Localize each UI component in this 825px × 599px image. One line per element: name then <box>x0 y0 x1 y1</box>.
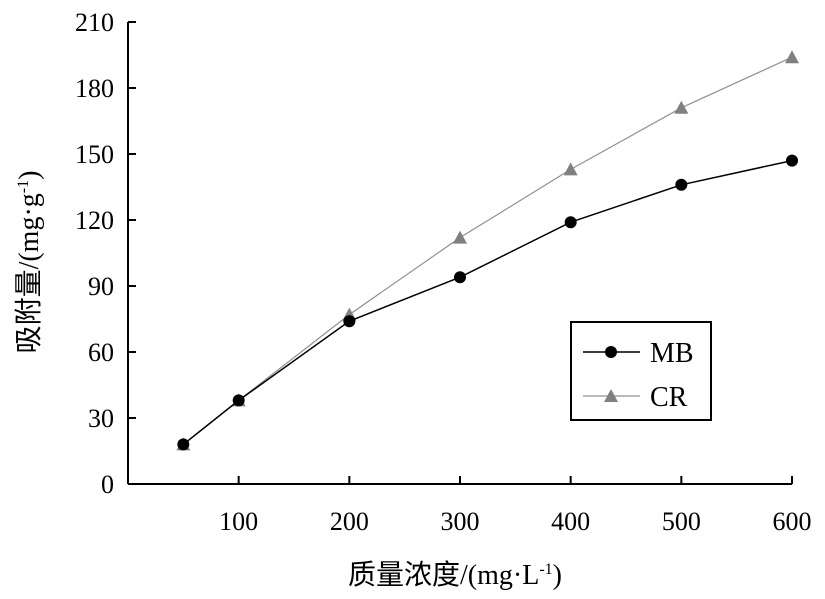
x-tick-label: 300 <box>441 507 480 536</box>
data-point-mb <box>786 154 798 167</box>
series-layer <box>176 50 799 451</box>
legend-box <box>570 321 712 421</box>
y-tick-label: 90 <box>88 272 114 301</box>
y-tick-label: 150 <box>75 140 114 169</box>
data-point-mb <box>454 271 466 284</box>
y-tick-label: 0 <box>101 470 114 499</box>
data-point-cr <box>674 100 689 114</box>
y-tick-label: 120 <box>75 206 114 235</box>
data-point-cr <box>453 230 467 244</box>
data-point-cr <box>563 162 578 176</box>
x-tick-label: 100 <box>219 507 258 536</box>
x-axis-title: 质量浓度/(mg·L-1) <box>348 559 562 591</box>
data-point-mb <box>564 216 577 229</box>
data-point-mb <box>343 315 356 328</box>
legend: MB CR <box>570 321 712 421</box>
legend-label-mb: MB <box>650 338 694 369</box>
data-point-cr <box>785 50 799 64</box>
legend-marker-mb <box>605 346 617 358</box>
y-axis-title-close: ) <box>14 171 45 180</box>
x-tick-label: 400 <box>551 507 590 536</box>
y-axis-title-main: 吸附量/(mg·g <box>13 193 45 353</box>
legend-marker-cr <box>604 389 618 402</box>
y-axis-title-sup: -1 <box>15 180 32 193</box>
x-tick-label: 500 <box>662 507 701 536</box>
x-tick-label: 200 <box>330 507 369 536</box>
y-tick-label: 210 <box>75 8 114 37</box>
legend-label-cr: CR <box>650 382 688 413</box>
x-axis-title-sup: -1 <box>539 561 552 578</box>
y-tick-label: 180 <box>75 74 114 103</box>
x-axis-title-main: 质量浓度/(mg·L <box>348 559 539 591</box>
data-point-mb <box>675 178 688 191</box>
data-point-mb <box>177 438 190 451</box>
y-tick-label: 30 <box>88 404 114 433</box>
y-tick-label: 60 <box>88 338 114 367</box>
y-axis-title: 吸附量/(mg·g-1) <box>13 171 45 354</box>
x-tick-label: 600 <box>773 507 812 536</box>
data-point-mb <box>232 394 245 407</box>
x-axis-title-close: ) <box>553 560 562 591</box>
ticks: 0 30 60 90 120 150 180 210 100 200 300 400 500 600 <box>75 8 812 536</box>
